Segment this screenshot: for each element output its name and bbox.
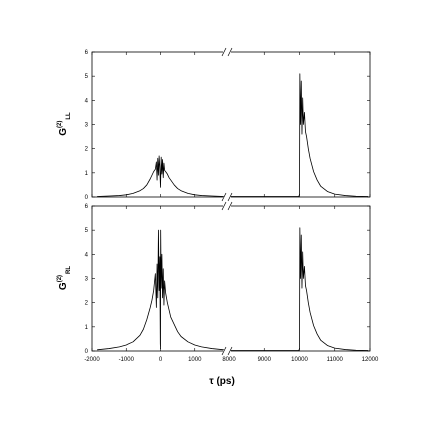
axis-break-gap: [223, 348, 231, 354]
y-tick-label: 4: [85, 252, 89, 258]
y-tick-label: 2: [85, 147, 89, 153]
axis-break-slash: [221, 201, 227, 211]
x-tick-label: 1000: [188, 357, 202, 363]
axis-break-slash: [227, 192, 233, 202]
x-tick-label: 11000: [327, 357, 344, 363]
x-tick-label: -1000: [119, 357, 135, 363]
y-tick-label: 4: [85, 98, 89, 104]
svg-text:G(2)RL: G(2)RL: [57, 266, 72, 290]
axis-break-gap: [223, 49, 231, 55]
axis-break-slash: [221, 192, 227, 202]
x-axis-title: τ (ps): [209, 376, 235, 387]
axis-break-gap: [223, 203, 231, 209]
axis-break-gap: [223, 194, 231, 200]
top-panel-frame: [91, 51, 371, 198]
y-tick-label: 1: [85, 325, 89, 331]
bottom-ylabel-sup: (2): [57, 275, 63, 282]
y-tick-label: 6: [85, 204, 89, 210]
top-ylabel: G(2)LL: [57, 112, 72, 136]
bottom-ylabel: G(2)RL: [57, 266, 72, 290]
bottom-ylabel-sub: RL: [66, 266, 72, 274]
x-tick-label: 0: [159, 357, 163, 363]
y-tick-label: 6: [85, 50, 89, 56]
top-ylabel-sub: LL: [66, 112, 72, 120]
axis-break-slash: [227, 346, 233, 356]
axis-break-slash: [227, 201, 233, 211]
y-tick-label: 1: [85, 171, 89, 177]
y-tick-label: 0: [85, 195, 89, 201]
axis-break-slash: [227, 47, 233, 57]
svg-text:G(2)LL: G(2)LL: [57, 112, 72, 136]
axis-break-slash: [221, 346, 227, 356]
y-tick-label: 3: [85, 123, 89, 129]
top-ylabel-main: G: [58, 128, 69, 136]
y-tick-label: 0: [85, 349, 89, 355]
x-tick-label: 9000: [258, 357, 272, 363]
bottom-ylabel-main: G: [58, 282, 69, 290]
y-tick-label: 5: [85, 228, 89, 234]
top-ylabel-sup: (2): [57, 121, 63, 128]
series-line-delayed-peak: [230, 73, 369, 197]
bottom-panel-frame: [91, 205, 371, 352]
y-tick-label: 3: [85, 277, 89, 283]
y-tick-label: 2: [85, 301, 89, 307]
series-line-delayed-peak: [230, 227, 369, 351]
axis-break-slash: [221, 47, 227, 57]
chart-marks: 0 1 2 3 4 5 6 0 1 2 3 4 5 6 -2000 -1000 0 1000 8000 9000 100…: [84, 47, 379, 363]
x-tick-label: 10000: [291, 357, 308, 363]
series-line-center-peak: [97, 155, 224, 197]
x-tick-label: -2000: [84, 357, 100, 363]
x-tick-label: 8000: [222, 357, 236, 363]
series-line-center-peak: [97, 229, 224, 351]
y-tick-label: 5: [85, 74, 89, 80]
x-tick-label: 12000: [362, 357, 379, 363]
